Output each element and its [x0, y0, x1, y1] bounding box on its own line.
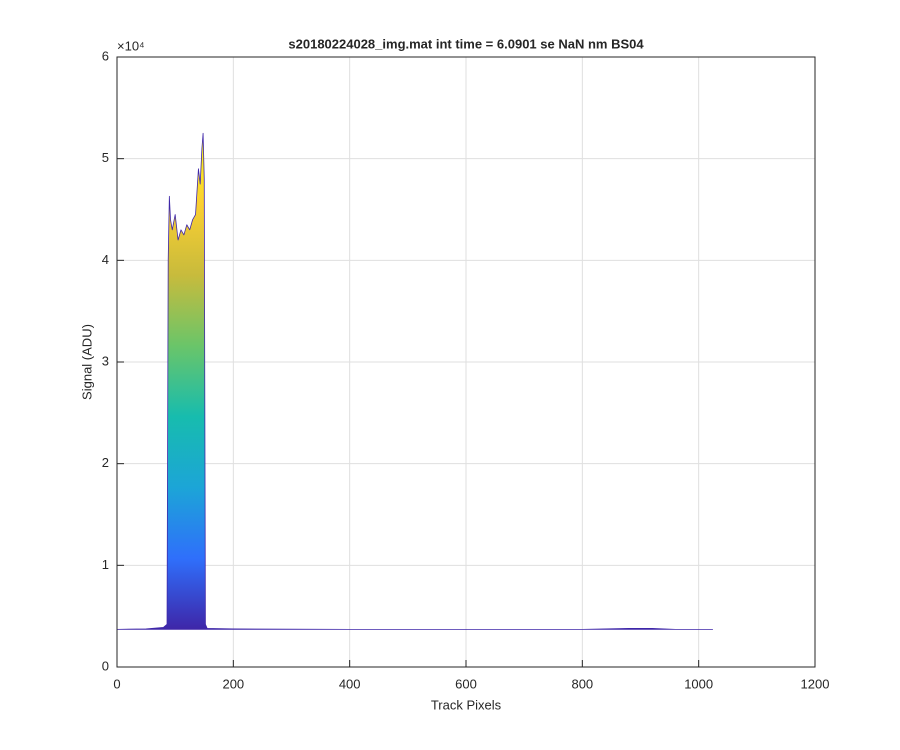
- plot: [116, 132, 714, 630]
- y-exponent-label: ×10⁴: [117, 38, 145, 53]
- x-tick-label: 400: [339, 676, 361, 691]
- x-tick-label: 600: [455, 676, 477, 691]
- y-tick-label: 1: [102, 557, 109, 572]
- chart-title: s20180224028_img.mat int time = 6.0901 s…: [288, 36, 644, 51]
- y-tick-label: 4: [102, 252, 109, 267]
- x-axis-label: Track Pixels: [431, 697, 502, 712]
- x-tick-label: 1000: [684, 676, 713, 691]
- y-tick-label: 2: [102, 455, 109, 470]
- y-tick-label: 5: [102, 150, 109, 165]
- signal-area: [116, 132, 714, 630]
- y-axis-label: Signal (ADU): [79, 324, 94, 400]
- y-tick-label: 3: [102, 353, 109, 368]
- ticks: 0 200 400 600 800 1000 1200 0 1 2 3 4 5 6: [102, 48, 830, 691]
- x-tick-label: 200: [222, 676, 244, 691]
- y-tick-label: 0: [102, 658, 109, 673]
- x-tick-label: 1200: [801, 676, 830, 691]
- x-tick-label: 0: [113, 676, 120, 691]
- x-tick-label: 800: [571, 676, 593, 691]
- y-tick-label: 6: [102, 48, 109, 63]
